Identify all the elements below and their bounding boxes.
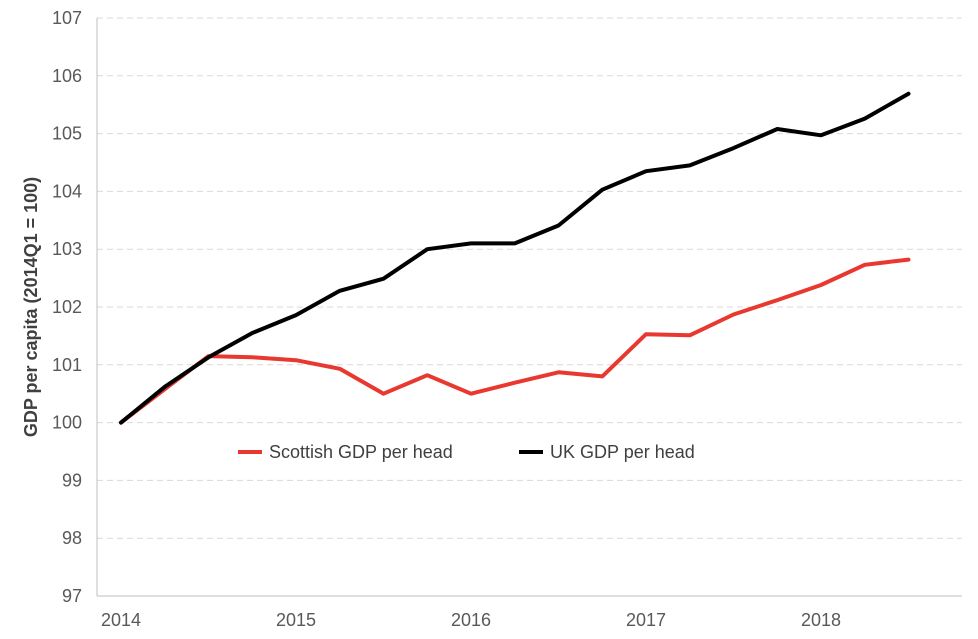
x-tick-labels: 2014 2015 2016 2017 2018 (101, 610, 841, 630)
legend-label-uk: UK GDP per head (550, 442, 695, 462)
y-tick-label: 102 (52, 297, 82, 317)
y-tick-label: 107 (52, 8, 82, 28)
y-tick-label: 105 (52, 124, 82, 144)
y-tick-label: 104 (52, 181, 82, 201)
y-tick-labels: 97 98 99 100 101 102 103 104 105 106 107 (52, 8, 82, 606)
y-tick-label: 97 (62, 586, 82, 606)
y-axis-title: GDP per capita (2014Q1 = 100) (21, 177, 41, 437)
y-tick-label: 100 (52, 413, 82, 433)
legend-label-scottish: Scottish GDP per head (269, 442, 453, 462)
y-tick-label: 98 (62, 528, 82, 548)
y-tick-label: 103 (52, 239, 82, 259)
gridlines (97, 17, 962, 539)
legend: Scottish GDP per head UK GDP per head (238, 442, 695, 462)
y-tick-label: 101 (52, 355, 82, 375)
x-tick-label: 2016 (451, 610, 491, 630)
x-tick-label: 2014 (101, 610, 141, 630)
series-line-scottish-gdp (119, 257, 911, 425)
x-tick-label: 2017 (626, 610, 666, 630)
y-tick-label: 106 (52, 66, 82, 86)
x-tick-label: 2015 (276, 610, 316, 630)
series-lines (119, 91, 911, 425)
series-line-uk-gdp (119, 91, 911, 425)
x-tick-label: 2018 (801, 610, 841, 630)
y-tick-label: 99 (62, 470, 82, 490)
